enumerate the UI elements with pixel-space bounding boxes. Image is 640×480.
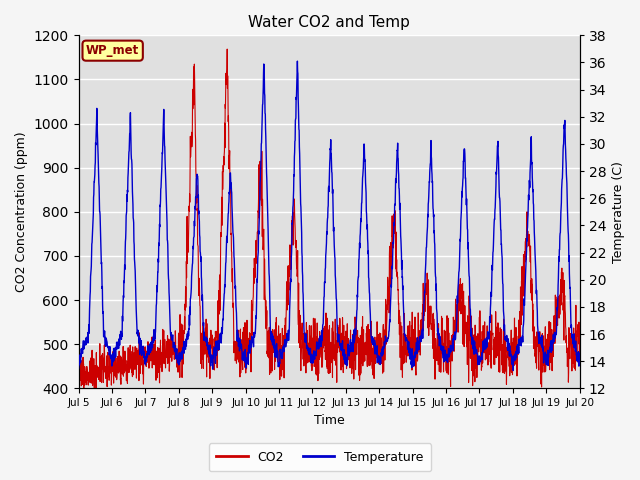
- Y-axis label: CO2 Concentration (ppm): CO2 Concentration (ppm): [15, 132, 28, 292]
- Y-axis label: Temperature (C): Temperature (C): [612, 161, 625, 263]
- Legend: CO2, Temperature: CO2, Temperature: [209, 444, 431, 471]
- X-axis label: Time: Time: [314, 414, 344, 427]
- Text: WP_met: WP_met: [86, 44, 140, 57]
- Title: Water CO2 and Temp: Water CO2 and Temp: [248, 15, 410, 30]
